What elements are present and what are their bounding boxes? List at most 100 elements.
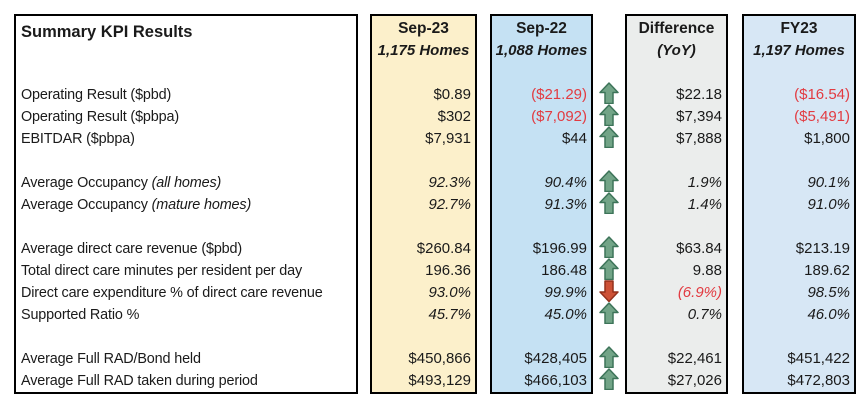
column-fy23-header: FY23 1,197 Homes <box>744 16 854 62</box>
spacer-row <box>16 326 356 348</box>
column-difference-values: $22.18 $7,394 $7,888 1.9% 1.4% $63.84 9.88 (6.9… <box>627 62 726 392</box>
trend-up-icon <box>593 368 625 390</box>
spacer-row <box>372 216 475 238</box>
trend-up-icon <box>593 302 625 324</box>
kpi-value-diff: $22.18 <box>676 86 722 103</box>
kpi-value-diff: $27,026 <box>667 372 722 389</box>
spacer-row <box>627 326 726 348</box>
kpi-label-note: (all homes) <box>151 175 222 191</box>
spacer-row <box>372 326 475 348</box>
kpi-label: Average Full RAD/Bond held <box>21 351 201 367</box>
kpi-label: Operating Result ($pbpa) <box>21 109 179 125</box>
trend-arrow-strip <box>593 14 625 394</box>
kpi-value-sep22: 90.4% <box>544 174 587 191</box>
column-header-sublabel: 1,088 Homes <box>495 42 588 59</box>
trend-up-icon <box>593 236 625 258</box>
kpi-label: Direct care expenditure % of direct care… <box>21 285 323 301</box>
kpi-value-diff: $7,888 <box>676 130 722 147</box>
kpi-value-sep22: 91.3% <box>544 196 587 213</box>
summary-kpi-table: Summary KPI Results Operating Result ($p… <box>14 14 856 394</box>
spacer-row <box>492 150 591 172</box>
kpi-value-fy23: $1,800 <box>804 130 850 147</box>
kpi-value-diff: 0.7% <box>687 306 722 323</box>
kpi-value-fy23: ($5,491) <box>794 108 850 125</box>
column-header-label: Difference <box>638 20 715 37</box>
kpi-value-sep22: 45.0% <box>544 306 587 323</box>
kpi-labels-header: Summary KPI Results <box>16 16 356 62</box>
spacer-row <box>627 216 726 238</box>
column-gap <box>728 14 742 24</box>
column-difference: Difference (YoY) $22.18 $7,394 $7,888 1.9% 1… <box>625 14 728 394</box>
spacer-row <box>16 62 356 84</box>
spacer-row <box>593 214 625 236</box>
kpi-value-fy23: 189.62 <box>804 262 850 279</box>
spacer-row <box>593 60 625 82</box>
kpi-value-diff: (6.9%) <box>677 284 722 301</box>
kpi-value-diff: 1.9% <box>687 174 722 191</box>
trend-up-icon <box>593 258 625 280</box>
spacer-row <box>593 324 625 346</box>
column-sep23-values: $0.89 $302 $7,931 92.3% 92.7% $260.84 196.36 93… <box>372 62 475 392</box>
kpi-value-sep23: 196.36 <box>425 262 471 279</box>
kpi-value-sep23: 92.3% <box>428 174 471 191</box>
column-sep22-header: Sep-22 1,088 Homes <box>492 16 591 62</box>
column-fy23: FY23 1,197 Homes ($16.54) ($5,491) $1,800 9… <box>742 14 856 394</box>
column-header-sublabel: (YoY) <box>657 42 696 59</box>
kpi-label: EBITDAR ($pbpa) <box>21 131 135 147</box>
kpi-value-diff: $63.84 <box>676 240 722 257</box>
spacer-row <box>492 216 591 238</box>
kpi-value-sep23: 93.0% <box>428 284 471 301</box>
spacer-row <box>593 148 625 170</box>
column-fy23-values: ($16.54) ($5,491) $1,800 90.1% 91.0% $213.19 1… <box>744 62 854 392</box>
spacer-row <box>492 62 591 84</box>
spacer-row <box>372 150 475 172</box>
trend-arrow-strip-header <box>593 14 625 60</box>
trend-up-icon <box>593 346 625 368</box>
column-header-sublabel: 1,197 Homes <box>753 42 845 59</box>
spacer-row <box>16 216 356 238</box>
trend-up-icon <box>593 170 625 192</box>
kpi-value-sep23: $260.84 <box>416 240 471 257</box>
kpi-value-sep23: $450,866 <box>408 350 471 367</box>
kpi-value-sep23: $302 <box>437 108 471 125</box>
spacer-row <box>627 62 726 84</box>
spacer-row <box>744 150 854 172</box>
kpi-label: Operating Result ($pbd) <box>21 87 172 103</box>
spacer-row <box>744 216 854 238</box>
kpi-label: Average Full RAD taken during period <box>21 373 258 389</box>
kpi-value-sep22: $196.99 <box>532 240 587 257</box>
spacer-row <box>744 62 854 84</box>
kpi-value-fy23: 91.0% <box>807 196 850 213</box>
kpi-value-fy23: 90.1% <box>807 174 850 191</box>
spacer-row <box>16 150 356 172</box>
trend-up-icon <box>593 192 625 214</box>
kpi-value-fy23: $213.19 <box>795 240 850 257</box>
spacer-row <box>744 326 854 348</box>
column-sep22: Sep-22 1,088 Homes ($21.29) ($7,092) $44 90… <box>490 14 593 394</box>
kpi-value-fy23: $451,422 <box>787 350 850 367</box>
kpi-value-fy23: 46.0% <box>807 306 850 323</box>
spacer-row <box>627 150 726 172</box>
page-title: Summary KPI Results <box>21 23 193 41</box>
spacer-row <box>372 62 475 84</box>
trend-up-icon <box>593 82 625 104</box>
kpi-value-sep23: $7,931 <box>425 130 471 147</box>
column-header-label: Sep-23 <box>398 20 449 37</box>
kpi-value-fy23: 98.5% <box>807 284 850 301</box>
kpi-value-diff: 1.4% <box>687 196 722 213</box>
kpi-label-rows: Operating Result ($pbd) Operating Result … <box>16 62 356 392</box>
kpi-value-sep23: 92.7% <box>428 196 471 213</box>
trend-up-icon <box>593 126 625 148</box>
column-gap <box>477 14 490 24</box>
column-header-sublabel: 1,175 Homes <box>377 42 470 59</box>
kpi-value-sep22: $466,103 <box>524 372 587 389</box>
kpi-value-sep22: 186.48 <box>541 262 587 279</box>
kpi-value-sep22: $44 <box>561 130 587 147</box>
column-header-label: Sep-22 <box>516 20 567 37</box>
kpi-label: Total direct care minutes per resident p… <box>21 263 303 279</box>
kpi-value-sep23: $493,129 <box>408 372 471 389</box>
trend-down-icon <box>593 280 625 302</box>
kpi-value-sep22: $428,405 <box>524 350 587 367</box>
kpi-value-sep23: 45.7% <box>428 306 471 323</box>
column-header-label: FY23 <box>780 20 818 37</box>
